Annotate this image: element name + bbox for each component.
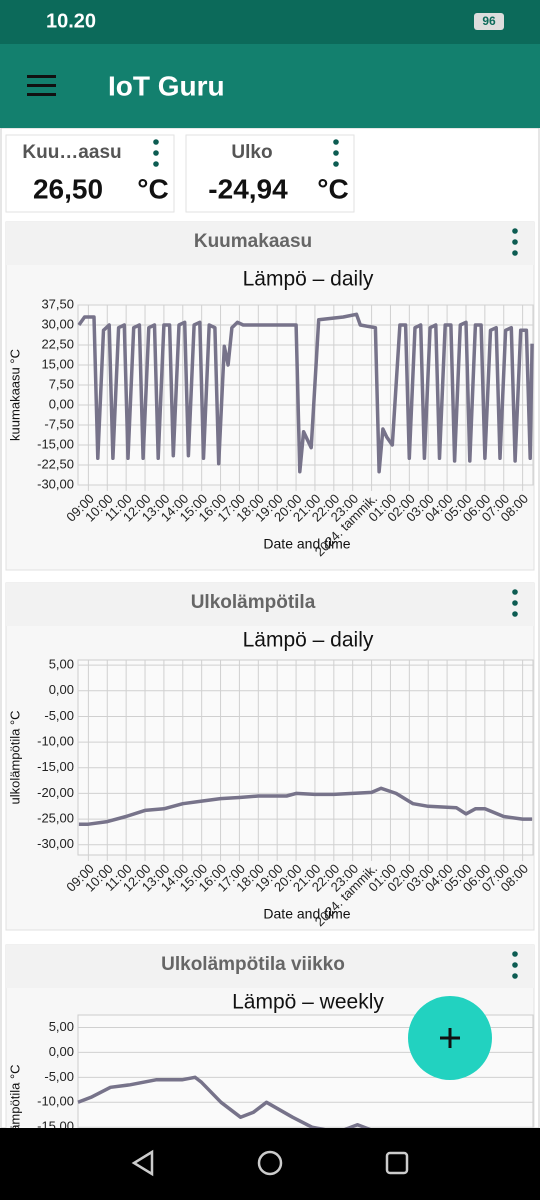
card-title: Kuumakaasu <box>194 231 312 252</box>
y-tick-label: -10,00 <box>37 1094 74 1109</box>
more-menu-dot <box>512 973 518 979</box>
y-tick-label: -15,00 <box>37 436 74 451</box>
nav-back[interactable] <box>131 1149 154 1177</box>
status-time: 10.20 <box>46 10 96 32</box>
plot-area <box>77 659 534 856</box>
y-tick-label: 37,50 <box>41 296 74 311</box>
y-tick-label: -7,50 <box>44 416 74 431</box>
card-header <box>6 222 534 265</box>
more-menu-dot <box>512 962 518 968</box>
more-menu-dot <box>333 150 339 156</box>
y-tick-label: 7,50 <box>49 376 74 391</box>
app-bar <box>0 44 540 128</box>
tile-name: Ulko <box>231 142 272 163</box>
y-tick-label: -22,50 <box>37 456 74 471</box>
battery-level: 96 <box>482 14 496 28</box>
y-tick-label: -30,00 <box>37 476 74 491</box>
data-line <box>77 312 534 474</box>
y-axis-label: ulkolämpötila °C <box>7 710 22 804</box>
content: Kuu…aasu 26,50 °C Ulko -24,94 °C Kuumakaasu Läm… <box>0 128 540 1158</box>
y-axis-label: kuumakaasu °C <box>7 349 22 441</box>
nav-bar <box>0 1128 540 1200</box>
more-menu-dot <box>153 150 159 156</box>
status-bar <box>0 0 540 44</box>
tile-value: -24,94 <box>208 173 288 204</box>
y-tick-label: 0,00 <box>49 1044 74 1059</box>
tile[interactable] <box>185 134 355 213</box>
y-axis-label: ulkolämpötila °C <box>7 1064 22 1158</box>
more-menu-dot <box>512 589 518 595</box>
more-menu-dot <box>512 600 518 606</box>
data-line <box>78 786 533 826</box>
chart-title: Lämpö – daily <box>243 268 374 291</box>
y-tick-label: -20,00 <box>37 785 74 800</box>
y-tick-label: -30,00 <box>37 836 74 851</box>
nav-recents[interactable] <box>385 1151 409 1175</box>
card-title: Ulkolämpötila <box>191 592 316 613</box>
x-axis-label: Date and time <box>263 536 350 552</box>
tile-unit: °C <box>137 173 168 204</box>
more-menu-dot <box>512 228 518 234</box>
card-header <box>6 945 534 988</box>
chart-title: Lämpö – weekly <box>232 991 384 1014</box>
battery-icon <box>474 13 504 30</box>
more-menu-dot <box>333 161 339 167</box>
data-line <box>77 1075 371 1128</box>
chart-title: Lämpö – daily <box>243 629 374 652</box>
y-tick-label: -5,00 <box>44 708 74 723</box>
more-menu-dot <box>153 139 159 145</box>
y-tick-label: -15,00 <box>37 1119 74 1134</box>
more-menu-dot <box>512 611 518 617</box>
y-tick-label: 5,00 <box>49 657 74 672</box>
more-menu-dot <box>512 250 518 256</box>
tile-unit: °C <box>317 173 348 204</box>
x-axis-label: Date and time <box>263 906 350 922</box>
app-title: IoT Guru <box>108 70 225 101</box>
more-menu-dot <box>512 239 518 245</box>
y-tick-label: -25,00 <box>37 811 74 826</box>
fab-plus <box>440 1028 460 1048</box>
tile[interactable] <box>5 134 175 213</box>
tile-name: Kuu…aasu <box>22 142 121 163</box>
menu-icon[interactable] <box>27 75 56 96</box>
nav-home[interactable] <box>257 1150 283 1176</box>
card-header <box>6 583 534 626</box>
y-tick-label: 5,00 <box>49 1019 74 1034</box>
y-tick-label: 22,50 <box>41 336 74 351</box>
y-tick-label: -10,00 <box>37 734 74 749</box>
more-menu-dot <box>153 161 159 167</box>
y-tick-label: 0,00 <box>49 682 74 697</box>
more-menu-dot <box>512 951 518 957</box>
y-tick-label: 0,00 <box>49 396 74 411</box>
y-tick-label: 30,00 <box>41 316 74 331</box>
y-tick-label: 15,00 <box>41 356 74 371</box>
card-title: Ulkolämpötila viikko <box>161 954 345 975</box>
more-menu-dot <box>333 139 339 145</box>
tile-value: 26,50 <box>33 173 103 204</box>
y-tick-label: -5,00 <box>44 1069 74 1084</box>
y-tick-label: -15,00 <box>37 759 74 774</box>
